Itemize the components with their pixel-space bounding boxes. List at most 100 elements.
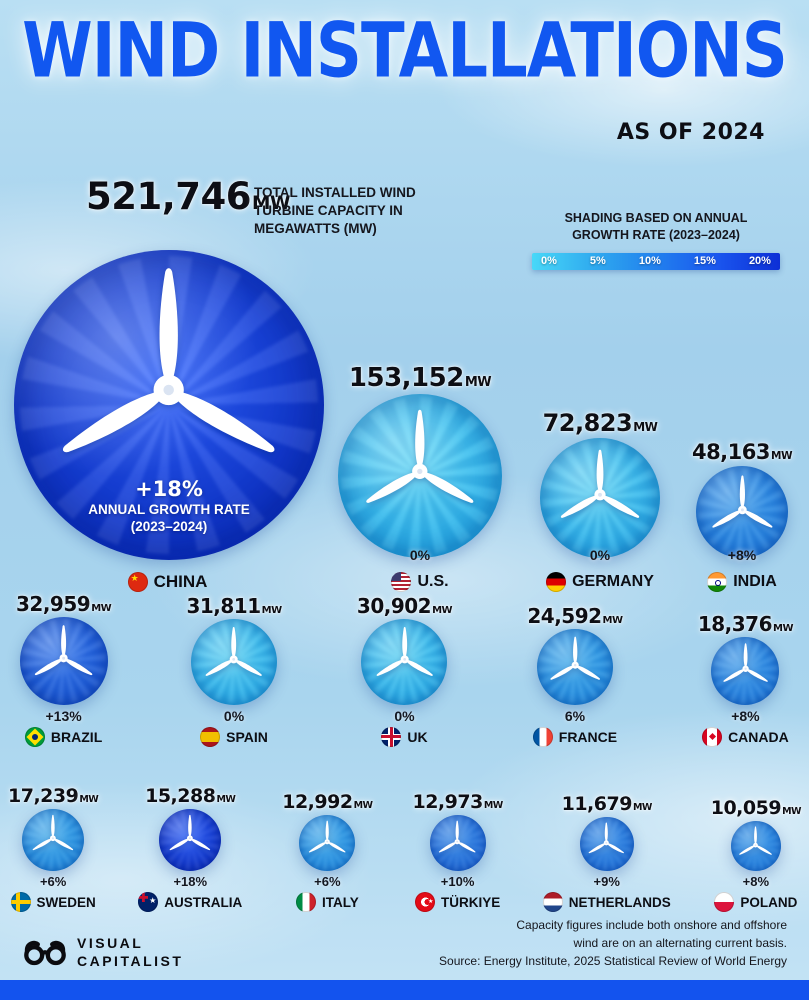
country-card-france: 24,592MW 6% FRANCE [527,604,623,747]
wind-turbine-icon [375,627,434,678]
capacity-bubble [361,619,448,705]
country-name: BRAZIL [50,729,103,745]
growth-rate: +13% [45,708,82,724]
country-name: UK [407,729,428,745]
capacity-value: 11,679MW [561,793,653,815]
country-card-spain: 31,811MW 0% SPAIN [186,596,282,747]
legend-heading-line1: SHADING BASED ON ANNUAL [564,211,748,225]
legend-tick: 10% [638,255,661,268]
wind-turbine-icon [364,409,476,507]
wind-turbine-icon [710,474,774,530]
footnote: Capacity figures include both onshore an… [439,916,787,970]
country-card-sweden: 17,239MW +6% SWEDEN [8,785,99,912]
mw-unit: MW [633,420,658,434]
goggles-icon [24,941,66,966]
flag-us-icon [391,572,412,592]
flag-germany-icon [546,572,567,592]
country-label: ITALY [295,892,359,912]
footnote-line2: wind are on an alternating current basis… [573,936,787,950]
wind-turbine-icon [32,815,75,852]
wind-turbine-icon [559,449,641,521]
footnote-line1: Capacity figures include both onshore an… [516,918,787,932]
bottom-accent-bar [0,980,809,1000]
capacity-value: 31,811MW [186,596,282,616]
growth-caption-line1: ANNUAL GROWTH RATE [88,501,250,517]
capacity-bubble [159,809,222,871]
capacity-value: 18,376MW [698,614,794,634]
growth-rate: +9% [593,874,620,889]
row-2: 32,959MW +13% BRAZIL 31,811MW 0% SPAIN 3… [0,594,809,747]
country-name: AUSTRALIA [164,894,243,910]
mw-unit: MW [782,806,801,817]
growth-rate: 0% [394,708,415,724]
capacity-bubble [730,821,781,871]
country-card-canada: 18,376MW +8% CANADA [698,614,793,747]
flag-france-icon [532,727,553,747]
flag-brazil-icon [24,727,45,747]
capacity-number: 17,239 [8,785,79,807]
capacity-bubble [711,637,780,705]
country-label: GERMANY [546,572,654,592]
capacity-value: 72,823MW [543,411,658,435]
country-label: BRAZIL [24,727,103,747]
capacity-value: 12,973MW [412,791,503,813]
flag-canada-icon [702,727,723,747]
country-name: POLAND [740,894,798,910]
capacity-number: 521,746 [86,175,252,218]
capacity-bubble [338,394,502,558]
flag-china-icon [127,572,148,592]
capacity-value: 153,152MW [349,365,492,391]
country-name: CHINA [153,572,208,591]
growth-rate: +8% [731,708,760,724]
country-label: FRANCE [532,727,618,747]
capacity-number: 30,902 [356,594,432,618]
legend-gradient-bar: 0% 5% 10% 15% 20% [532,252,780,270]
capacity-value: 48,163MW [691,440,793,464]
legend-tick: 0% [541,255,557,268]
country-label: SPAIN [200,727,268,747]
mw-unit: MW [353,800,373,811]
capacity-bubble [19,617,108,705]
capacity-value: 32,959MW [16,592,112,616]
flag-sweden-icon [10,892,31,912]
flag-italy-icon [295,892,316,912]
capacity-value: 12,992MW [282,793,373,812]
capacity-bubble [299,815,356,871]
country-label: U.S. [391,572,449,592]
capacity-bubble [540,438,660,558]
country-label: NETHERLANDS [542,892,671,912]
mw-unit: MW [252,193,290,214]
logo-line2: CAPITALIST [77,952,184,969]
country-name: GERMANY [572,573,654,590]
capacity-number: 10,059 [710,797,782,819]
flag-netherlands-icon [542,892,563,912]
country-name: FRANCE [558,729,618,745]
capacity-value: 15,288MW [145,785,236,807]
flag-india-icon [707,572,728,592]
capacity-number: 15,288 [145,785,216,807]
wind-turbine-icon [169,815,212,852]
growth-rate: +18% [173,874,208,889]
wind-turbine-icon [33,625,94,678]
country-card-netherlands: 11,679MW +9% NETHERLANDS [542,793,671,912]
capacity-bubble [536,629,613,705]
capacity-bubble [191,619,278,705]
growth-legend: SHADING BASED ON ANNUAL GROWTH RATE (202… [532,210,780,270]
growth-rate: +8% [742,874,770,889]
growth-rate: +6% [39,874,67,889]
as-of-label: AS OF 2024 [616,120,765,145]
growth-caption: ANNUAL GROWTH RATE (2023–2024) [14,501,324,536]
country-card-germany: 72,823MW 0% GERMANY [516,411,684,592]
flag-turkiye-icon [414,892,435,912]
capacity-number: 24,592 [527,604,602,628]
capacity-number: 11,679 [561,793,633,815]
capacity-description: TOTAL INSTALLED WIND TURBINE CAPACITY IN… [254,185,416,236]
capacity-number: 32,959 [16,592,91,616]
country-name: ITALY [321,894,359,910]
capacity-number: 48,163 [691,440,771,464]
capacity-number: 12,973 [412,791,483,813]
country-label: UK [381,727,428,747]
mw-unit: MW [216,794,236,805]
footer: VISUAL CAPITALIST Capacity figures inclu… [0,916,809,980]
